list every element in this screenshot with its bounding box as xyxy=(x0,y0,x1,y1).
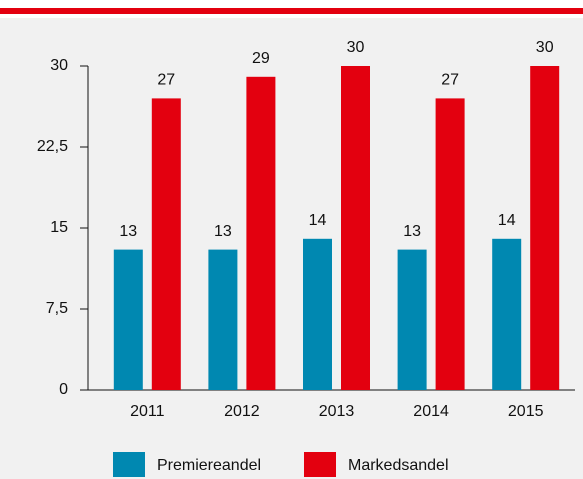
value-label: 27 xyxy=(441,72,459,89)
value-label: 14 xyxy=(309,212,327,229)
bar xyxy=(208,249,238,390)
y-tick-label: 0 xyxy=(59,381,68,398)
bar xyxy=(397,249,427,390)
value-label: 30 xyxy=(536,39,554,56)
x-tick-label: 2015 xyxy=(508,403,544,420)
top-stripe xyxy=(0,8,583,14)
bar xyxy=(341,66,370,390)
value-label: 13 xyxy=(214,223,232,240)
bar xyxy=(530,66,560,390)
value-label: 30 xyxy=(347,39,365,56)
y-tick-label: 22,5 xyxy=(37,138,68,155)
legend-swatch xyxy=(304,452,336,477)
x-tick-label: 2012 xyxy=(224,403,260,420)
y-tick-label: 7,5 xyxy=(46,300,68,317)
bar xyxy=(492,238,522,390)
bar xyxy=(303,238,332,390)
bar xyxy=(113,249,143,390)
value-label: 29 xyxy=(252,50,270,67)
value-label: 13 xyxy=(119,223,137,240)
value-label: 27 xyxy=(157,72,175,89)
legend-label: Markedsandel xyxy=(348,457,449,474)
bar xyxy=(246,76,276,391)
value-label: 14 xyxy=(498,212,516,229)
bar xyxy=(435,98,465,391)
bar xyxy=(151,98,181,391)
x-tick-label: 2011 xyxy=(130,403,165,420)
legend-label: Premiereandel xyxy=(157,457,261,474)
x-tick-label: 2013 xyxy=(319,403,355,420)
x-tick-label: 2014 xyxy=(413,403,449,420)
y-tick-label: 15 xyxy=(50,219,68,236)
y-tick-label: 30 xyxy=(50,57,68,74)
value-label: 13 xyxy=(403,223,421,240)
legend-swatch xyxy=(113,452,145,477)
